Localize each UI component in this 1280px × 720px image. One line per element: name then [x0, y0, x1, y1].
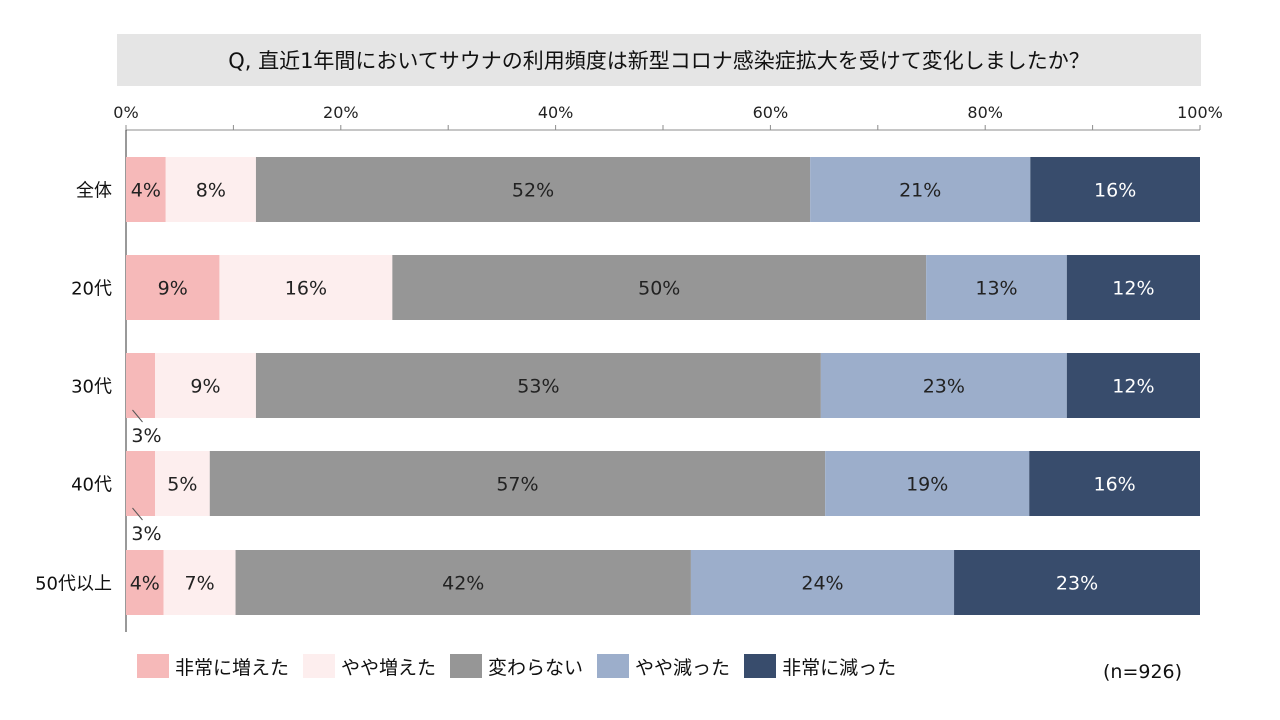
data-label: 52% [512, 180, 554, 202]
legend-item: やや減った [597, 653, 730, 680]
bar-segment [810, 157, 1031, 222]
legend-item: やや増えた [303, 653, 436, 680]
legend-item: 非常に減った [744, 653, 896, 680]
data-label: 4% [130, 573, 160, 595]
chart-title: Q, 直近1年間においてサウナの利用頻度は新型コロナ感染症拡大を受けて変化しまし… [117, 34, 1201, 86]
bar-segment [690, 550, 955, 615]
legend: 非常に増えた やや増えた 変わらない やや減った 非常に減った [137, 652, 910, 680]
bar-segment [126, 255, 220, 320]
data-label: 24% [801, 573, 843, 595]
x-tick-label: 80% [967, 103, 1003, 122]
bar-segment [126, 353, 155, 418]
legend-item: 変わらない [450, 653, 583, 680]
data-label: 16% [1093, 474, 1135, 496]
x-tick-label: 20% [323, 103, 359, 122]
data-label: 9% [158, 278, 188, 300]
data-label: 23% [1056, 573, 1098, 595]
data-label: 7% [184, 573, 214, 595]
bar-segment [154, 451, 210, 516]
bar-segment [1066, 255, 1200, 320]
bar-segment [235, 550, 691, 615]
data-label: 16% [285, 278, 327, 300]
legend-swatch [744, 654, 777, 678]
sample-size-note: (n=926) [1103, 661, 1183, 683]
data-label: 9% [190, 376, 220, 398]
data-label: 3% [131, 425, 161, 447]
legend-label: やや増えた [341, 656, 437, 679]
data-label: 4% [131, 180, 161, 202]
legend-label: やや減った [635, 656, 731, 679]
bar-segment [126, 550, 164, 615]
x-tick-label: 60% [753, 103, 789, 122]
bar-segment [165, 157, 256, 222]
category-label: 40代 [71, 475, 112, 496]
legend-item: 非常に増えた [137, 653, 289, 680]
data-label: 21% [899, 180, 941, 202]
leader-line [132, 507, 143, 521]
bar-segment [825, 451, 1030, 516]
legend-label: 変わらない [488, 656, 584, 679]
bar-segment [154, 353, 256, 418]
data-label: 57% [496, 474, 538, 496]
x-tick-label: 0% [113, 103, 138, 122]
data-label: 42% [442, 573, 484, 595]
data-label: 3% [131, 523, 161, 545]
leader-line [132, 409, 143, 423]
bar-segment [219, 255, 393, 320]
x-tick-label: 40% [538, 103, 574, 122]
data-label: 19% [906, 474, 948, 496]
bar-segment [255, 353, 821, 418]
bar-segment [392, 255, 927, 320]
data-label: 50% [638, 278, 680, 300]
bar-segment [1030, 157, 1200, 222]
bar-segment [126, 157, 166, 222]
data-label: 8% [196, 180, 226, 202]
bar-segment [820, 353, 1067, 418]
data-label: 16% [1094, 180, 1136, 202]
data-label: 12% [1112, 376, 1154, 398]
legend-label: 非常に減った [782, 656, 897, 679]
legend-swatch [303, 654, 336, 678]
category-label: 30代 [71, 377, 112, 398]
legend-swatch [137, 654, 169, 678]
bar-segment [954, 550, 1200, 615]
legend-swatch [450, 654, 483, 678]
bar-segment [163, 550, 236, 615]
legend-label: 非常に増えた [175, 656, 290, 679]
data-label: 53% [517, 376, 559, 398]
bar-segment [1029, 451, 1200, 516]
bar-segment [209, 451, 826, 516]
bar-segment [255, 157, 811, 222]
bar-segment [1066, 353, 1200, 418]
category-label: 全体 [76, 181, 112, 202]
data-label: 12% [1112, 278, 1154, 300]
legend-swatch [597, 654, 630, 678]
category-label: 50代以上 [35, 574, 112, 595]
bar-segment [926, 255, 1067, 320]
bar-segment [126, 451, 155, 516]
x-tick-label: 100% [1177, 103, 1223, 122]
category-label: 20代 [71, 279, 112, 300]
data-label: 13% [975, 278, 1017, 300]
data-label: 5% [167, 474, 197, 496]
data-label: 23% [923, 376, 965, 398]
